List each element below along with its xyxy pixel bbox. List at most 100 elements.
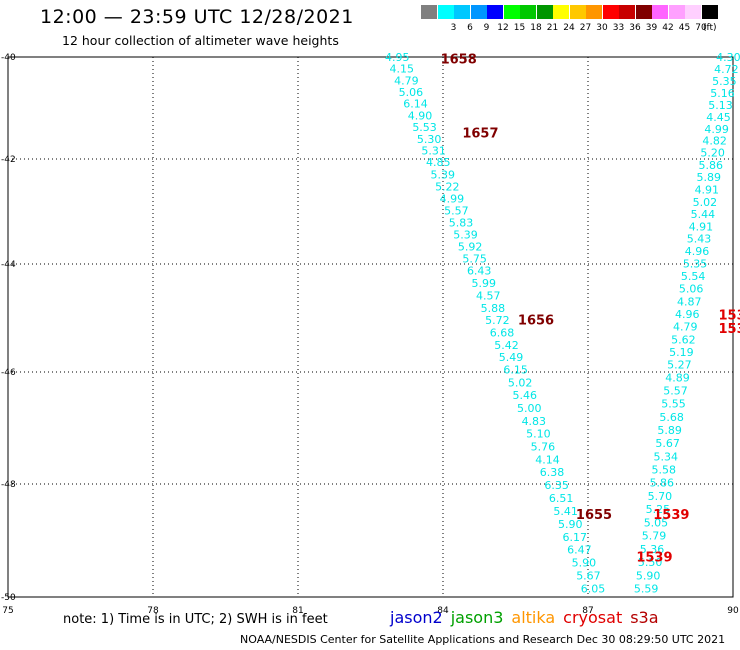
swh-value: 5.86 [698, 159, 723, 172]
latitude-tick-label: -46 [1, 368, 16, 378]
legend-swatch [487, 5, 503, 19]
satellite-altika: altika [511, 608, 556, 627]
swh-value: 5.49 [499, 351, 523, 364]
longitude-tick-label: 81 [292, 606, 303, 616]
legend-unit: (ft) [703, 23, 717, 33]
swh-value: 5.88 [481, 302, 506, 315]
swh-value: 5.99 [471, 277, 496, 290]
longitude-tick-label: 87 [582, 606, 593, 616]
legend-swatch [701, 5, 718, 19]
swh-value: 5.92 [458, 240, 483, 253]
swh-value: 5.76 [531, 440, 556, 453]
legend-swatch [470, 5, 487, 19]
legend-swatch [635, 5, 652, 19]
swh-value: 4.87 [677, 295, 702, 308]
swh-value: 6.51 [549, 492, 574, 505]
swh-value: 5.02 [693, 196, 718, 209]
swh-value: 5.72 [485, 314, 510, 327]
legend-swatch [454, 5, 470, 19]
swh-value: 4.79 [673, 321, 698, 334]
swh-value: 4.72 [714, 63, 739, 76]
legend-label: 3 [450, 23, 457, 33]
swh-value: 5.53 [412, 121, 437, 134]
swh-value: 5.02 [508, 376, 533, 389]
latitude-tick-label: -48 [1, 480, 16, 490]
swh-value: 4.99 [440, 192, 465, 205]
swh-value: 5.20 [700, 147, 725, 160]
footnote: note: 1) Time is in UTC; 2) SWH is in fe… [63, 612, 328, 627]
swh-value: 6.38 [540, 466, 565, 479]
swh-value: 5.90 [572, 557, 597, 570]
swh-value: 5.79 [642, 530, 667, 543]
swh-value: 5.27 [667, 359, 692, 372]
swh-value: 6.14 [403, 98, 428, 111]
legend-label: 18 [530, 23, 542, 33]
swh-value: 6.35 [544, 479, 569, 492]
swh-value: 5.55 [661, 398, 686, 411]
swh-value: 6.05 [581, 583, 606, 596]
swh-value: 6.68 [490, 327, 515, 340]
swh-value: 5.75 [462, 252, 487, 265]
legend-label: 15 [513, 23, 526, 33]
latitude-tick-label: -50 [1, 593, 16, 603]
swh-value: 5.22 [435, 180, 460, 193]
swh-value: 4.79 [394, 74, 419, 87]
swh-value: 5.83 [449, 216, 474, 229]
swh-value: 6.43 [467, 265, 492, 278]
swh-value: 5.67 [576, 570, 601, 583]
swh-value: 5.10 [526, 428, 551, 441]
legend-swatch [652, 5, 668, 19]
track-time-label: 1657 [462, 127, 498, 142]
swh-value: 4.91 [695, 183, 720, 196]
swh-value: 5.41 [553, 505, 578, 518]
swh-value: 5.06 [679, 283, 704, 296]
legend-label: 30 [596, 23, 608, 33]
swh-value: 5.43 [687, 233, 712, 246]
swh-value: 4.45 [706, 111, 731, 124]
track-time-label: 153 [719, 308, 740, 323]
track-time-label: 1655 [576, 508, 612, 523]
satellite-jason3: jason3 [450, 608, 504, 627]
track-time-label: 1656 [518, 314, 554, 329]
swh-value: 5.57 [663, 385, 688, 398]
legend-label: 70 [695, 23, 707, 33]
longitude-tick-label: 84 [437, 606, 449, 616]
legend-label: 45 [678, 23, 691, 33]
legend-swatch [536, 5, 553, 19]
legend-label: 27 [579, 23, 592, 33]
swh-value: 4.95 [385, 51, 410, 64]
swh-value: 5.86 [650, 477, 675, 490]
swh-value: 5.50 [638, 556, 663, 569]
swh-value: 5.42 [494, 339, 519, 352]
swh-value: 5.68 [659, 411, 684, 424]
swh-value: 5.58 [652, 463, 677, 476]
swh-value: 6.15 [503, 364, 528, 377]
swh-value: 5.62 [671, 333, 696, 346]
legend-swatch [503, 5, 520, 19]
latitude-tick-label: -42 [1, 155, 16, 165]
swh-value: 5.39 [431, 168, 456, 181]
swh-value: 4.82 [702, 135, 727, 148]
longitude-tick-label: 78 [147, 606, 159, 616]
swh-value: 5.36 [640, 543, 665, 556]
swh-value: 5.00 [517, 402, 542, 415]
swh-value: 5.16 [710, 87, 735, 100]
swh-value: 4.30 [716, 51, 740, 64]
swh-value: 5.34 [653, 450, 678, 463]
swh-value: 5.06 [399, 86, 424, 99]
swh-value: 4.90 [408, 109, 433, 122]
map-frame [7, 56, 734, 598]
swh-value: 4.57 [476, 289, 501, 302]
swh-value: 5.57 [444, 204, 469, 217]
swh-value: 5.39 [453, 228, 478, 241]
swh-value: 5.30 [417, 133, 442, 146]
track-time-label: 153 [719, 322, 740, 337]
swh-value: 4.83 [522, 415, 547, 428]
swh-value: 5.67 [655, 437, 680, 450]
swh-value: 5.19 [669, 346, 694, 359]
swh-value: 5.13 [708, 99, 733, 112]
swh-value: 4.85 [426, 156, 451, 169]
satellite-jason2: jason2 [390, 608, 443, 627]
swh-value: 4.14 [535, 453, 560, 466]
